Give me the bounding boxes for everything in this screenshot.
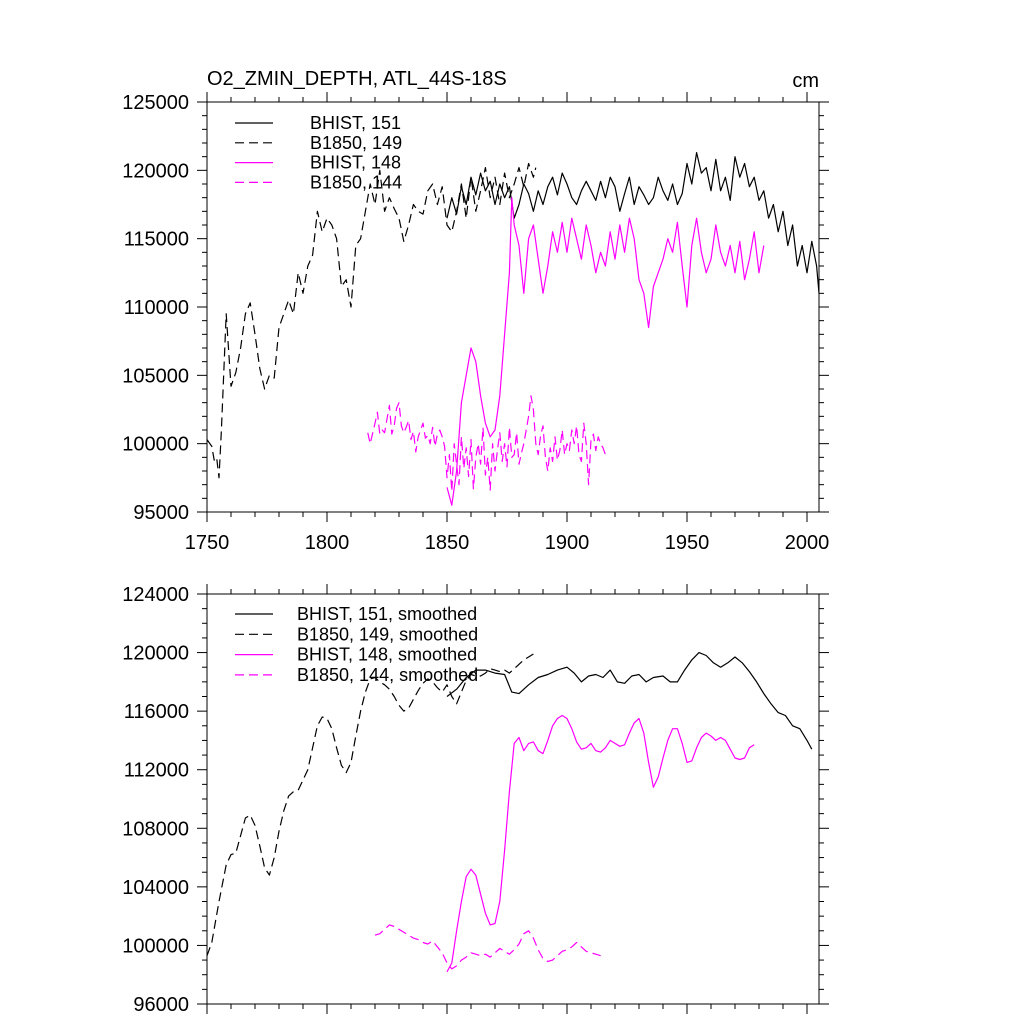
units-label: cm [792, 70, 819, 92]
x-tick-label: 2000 [785, 532, 830, 554]
x-tick-label: 1900 [545, 532, 590, 554]
series-line-b1850-144-smoothed [374, 924, 601, 970]
y-tick-label: 110000 [124, 297, 189, 319]
y-tick-label: 116000 [124, 701, 189, 723]
y-tick-label: 120000 [122, 643, 189, 665]
y-tick-label: 108000 [122, 818, 189, 840]
legend-label: BHIST, 148 [310, 153, 401, 173]
bottom-chart-panel: 1750180018501900195020009600010000010400… [122, 584, 829, 1016]
legend-label: B1850, 149 [310, 133, 402, 153]
y-tick-label: 125000 [122, 92, 189, 114]
y-tick-label: 100000 [122, 434, 189, 456]
x-tick-label: 1950 [665, 532, 710, 554]
plot-frame [206, 101, 820, 513]
series-line-b1850-149 [207, 162, 537, 479]
y-tick-label: 105000 [122, 365, 189, 387]
series-line-bhist-151 [446, 152, 819, 294]
top-chart-panel: 1750 1800 1850 1900 1950 2000 95000 100000 10500… [122, 68, 829, 554]
legend-label: BHIST, 151, smoothed [297, 604, 477, 624]
x-tick-label: 1750 [185, 532, 230, 554]
y-tick-label: 124000 [122, 584, 189, 606]
x-tick-label: 1800 [305, 532, 350, 554]
series-line-bhist-151-smoothed [446, 652, 813, 750]
y-tick-label: 115000 [124, 229, 189, 251]
series-group [207, 152, 819, 506]
legend-label: B1850, 144 [310, 172, 402, 192]
series-line-bhist-148 [446, 197, 765, 506]
y-tick-label: 100000 [122, 935, 189, 957]
legend-label: BHIST, 148, smoothed [297, 645, 477, 665]
y-tick-label: 96000 [133, 994, 189, 1016]
series-group [207, 652, 813, 973]
legend-label: BHIST, 151 [310, 113, 401, 133]
legend-label: B1850, 144, smoothed [297, 665, 478, 685]
legend-label: B1850, 149, smoothed [297, 624, 478, 644]
series-line-b1850-149-smoothed [207, 653, 534, 956]
series-line-bhist-148-smoothed [446, 714, 755, 973]
y-tick-label: 112000 [124, 760, 189, 782]
series-line-b1850-144 [367, 395, 606, 493]
y-tick-label: 104000 [122, 877, 189, 899]
y-tick-label: 95000 [133, 502, 189, 524]
chart-title: O2_ZMIN_DEPTH, ATL_44S-18S [207, 68, 507, 90]
x-tick-label: 1850 [425, 532, 470, 554]
y-tick-label: 120000 [122, 160, 189, 182]
